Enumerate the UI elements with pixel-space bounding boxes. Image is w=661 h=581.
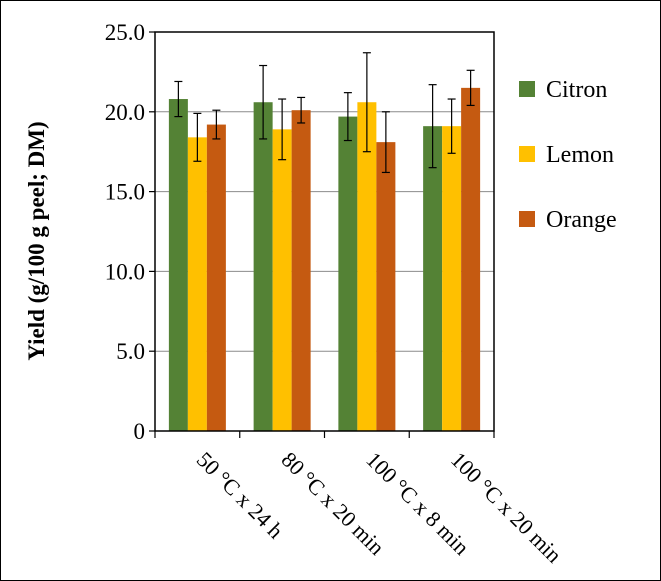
error-bar xyxy=(278,98,287,161)
y-tick-label: 20.0 xyxy=(105,100,145,125)
bar-orange xyxy=(461,87,481,432)
bar-citron xyxy=(253,102,273,431)
y-axis-label: Yield (g/100 g peel; DM) xyxy=(24,121,49,360)
legend-label-orange: Orange xyxy=(546,207,617,233)
bar-orange xyxy=(206,124,226,432)
bar-citron xyxy=(168,99,188,432)
error-bars xyxy=(174,52,475,174)
bar-orange xyxy=(376,142,396,431)
y-axis-ticks: 0 5.0 10.0 15.0 20.0 25.0 xyxy=(105,20,155,444)
x-tick-label: 50 °C x 24 h xyxy=(192,447,289,544)
legend-swatch-orange xyxy=(519,211,535,227)
error-bar xyxy=(466,69,475,107)
error-bar xyxy=(362,52,371,153)
bar-lemon xyxy=(442,126,462,431)
bar-citron xyxy=(423,126,443,431)
y-tick-label: 25.0 xyxy=(105,20,145,45)
legend-label-lemon: Lemon xyxy=(546,142,614,168)
legend-swatch-lemon xyxy=(519,146,535,162)
bar-lemon xyxy=(187,137,207,431)
bar-lemon xyxy=(357,102,377,431)
legend-swatch-citron xyxy=(519,81,535,97)
error-bar xyxy=(428,84,437,169)
legend: Citron Lemon Orange xyxy=(519,77,617,233)
y-tick-label: 15.0 xyxy=(105,180,145,205)
error-bar xyxy=(381,111,390,174)
bar-orange xyxy=(291,110,311,431)
bar-citron xyxy=(338,116,358,431)
error-bar xyxy=(343,92,352,142)
error-bar xyxy=(447,98,456,154)
bar-lemon xyxy=(272,129,292,431)
error-bar xyxy=(193,112,202,162)
error-bar xyxy=(259,64,268,140)
error-bar xyxy=(174,80,183,118)
y-tick-label: 0 xyxy=(134,419,146,444)
y-tick-label: 10.0 xyxy=(105,259,145,284)
bars xyxy=(168,87,481,432)
y-tick-label: 5.0 xyxy=(116,339,145,364)
error-bar xyxy=(297,96,306,124)
legend-label-citron: Citron xyxy=(546,77,607,103)
error-bar xyxy=(212,109,221,140)
